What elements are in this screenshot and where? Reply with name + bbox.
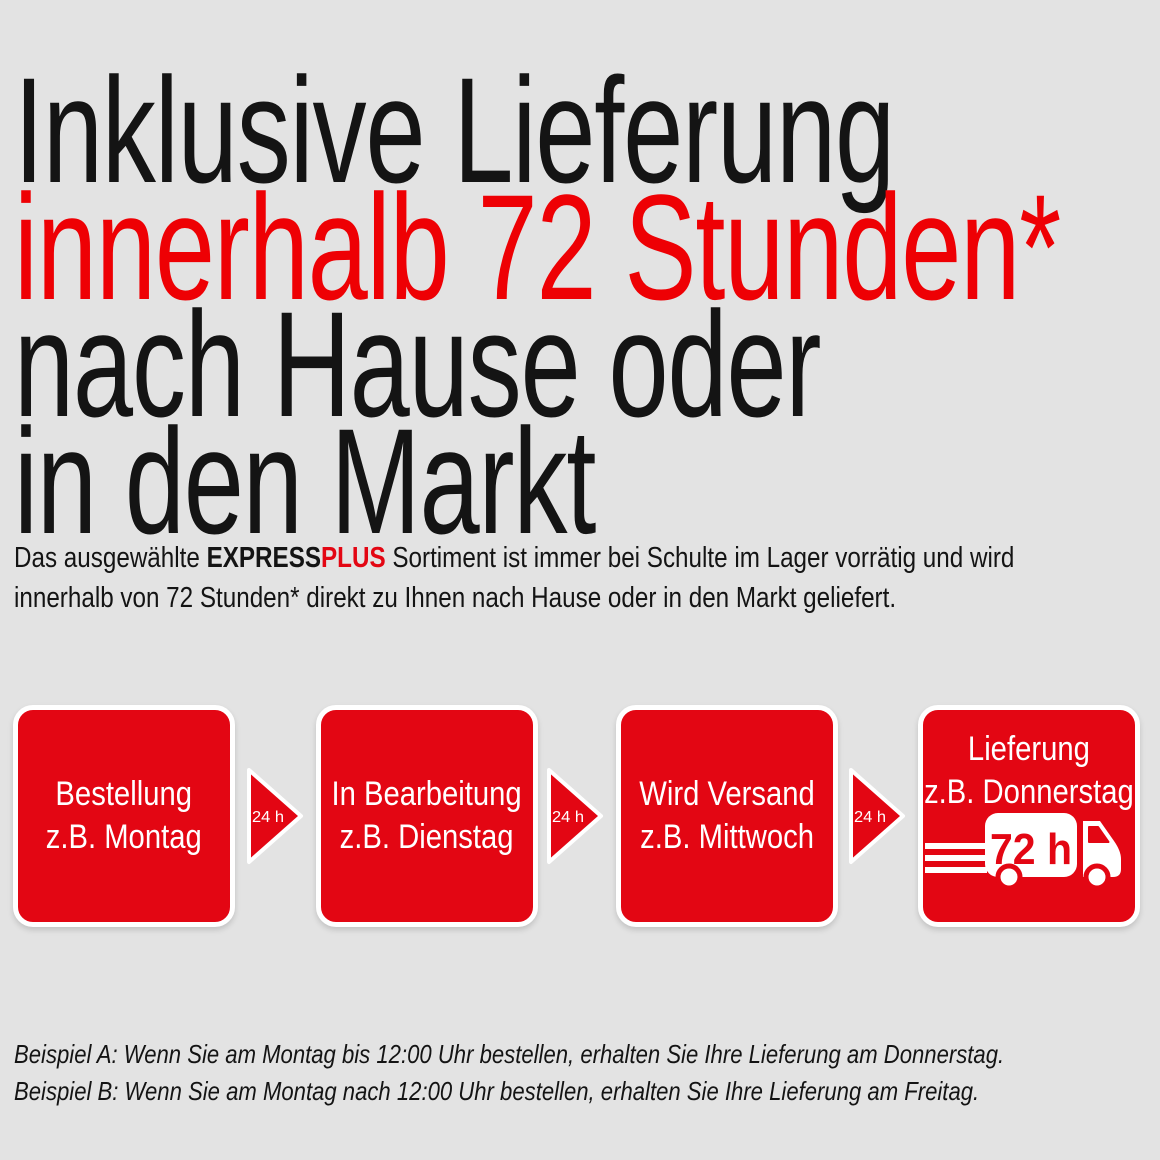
step-subtitle: z.B. Dienstag [340,818,514,856]
example-b: Beispiel B: Wenn Sie am Montag nach 12:0… [14,1076,980,1106]
step-title: Bestellung [55,775,193,813]
speed-line [925,867,987,873]
step-box-versand: Wird Versand z.B. Mittwoch [616,705,838,927]
headline-line-3: nach Hause oder [14,280,821,448]
arrow-24h-icon: 24 h [247,768,303,864]
example-footnotes: Beispiel A: Wenn Sie am Montag bis 12:00… [14,1036,1004,1110]
speed-line [925,855,987,861]
step-label: Lieferung z.B. Donnerstag [924,728,1134,814]
arrow-triangle [247,768,303,864]
arrow-label: 24 h [252,809,284,826]
step-subtitle: z.B. Donnerstag [924,773,1134,811]
truck-wheel-rear [995,863,1023,891]
brand-name-plus: PLUS [321,542,386,574]
truck-cargo-box [985,813,1077,877]
intro-text: Das ausgewählte [14,542,207,574]
brand-name-express: EXPRESS [206,542,322,574]
step-subtitle: z.B. Montag [45,818,203,856]
headline-line-2: innerhalb 72 Stunden* [14,163,1061,331]
step-title: Wird Versand [639,775,815,813]
arrow-triangle [849,768,905,864]
arrow-label: 24 h [552,809,584,826]
step-box-lieferung: Lieferung z.B. Donnerstag 72 h [918,705,1140,927]
headline-line-4: in den Markt [14,397,596,565]
headline: Inklusive Lieferung innerhalb 72 Stunden… [14,46,1061,565]
arrow-label: 24 h [854,809,886,826]
arrow-24h-icon: 24 h [547,768,603,864]
step-title: In Bearbeitung [331,775,523,813]
step-box-bearbeitung: In Bearbeitung z.B. Dienstag [316,705,538,927]
arrow-24h-icon: 24 h [849,768,905,864]
intro-line-1: Das ausgewählte EXPRESSPLUS Sortiment is… [14,538,1014,578]
intro-paragraph: Das ausgewählte EXPRESSPLUS Sortiment is… [14,538,1014,618]
step-box-bestellung: Bestellung z.B. Montag [13,705,235,927]
step-label: In Bearbeitung z.B. Dienstag [332,773,522,859]
example-a: Beispiel A: Wenn Sie am Montag bis 12:00… [14,1039,1005,1069]
intro-text-cont: Sortiment ist immer bei Schulte im Lager… [385,542,1015,574]
truck-window [1088,826,1110,843]
step-subtitle: z.B. Mittwoch [640,818,814,856]
step-label: Wird Versand z.B. Mittwoch [639,773,815,859]
step-label: Bestellung z.B. Montag [46,773,202,859]
truck-wheel-front [1083,863,1111,891]
speed-line [925,843,987,849]
arrow-triangle [547,768,603,864]
headline-line-1: Inklusive Lieferung [14,46,895,214]
delivery-truck-icon: 72 h [925,813,1121,891]
step-title: Lieferung [968,730,1090,768]
intro-line-2: innerhalb von 72 Stunden* direkt zu Ihne… [14,582,897,614]
